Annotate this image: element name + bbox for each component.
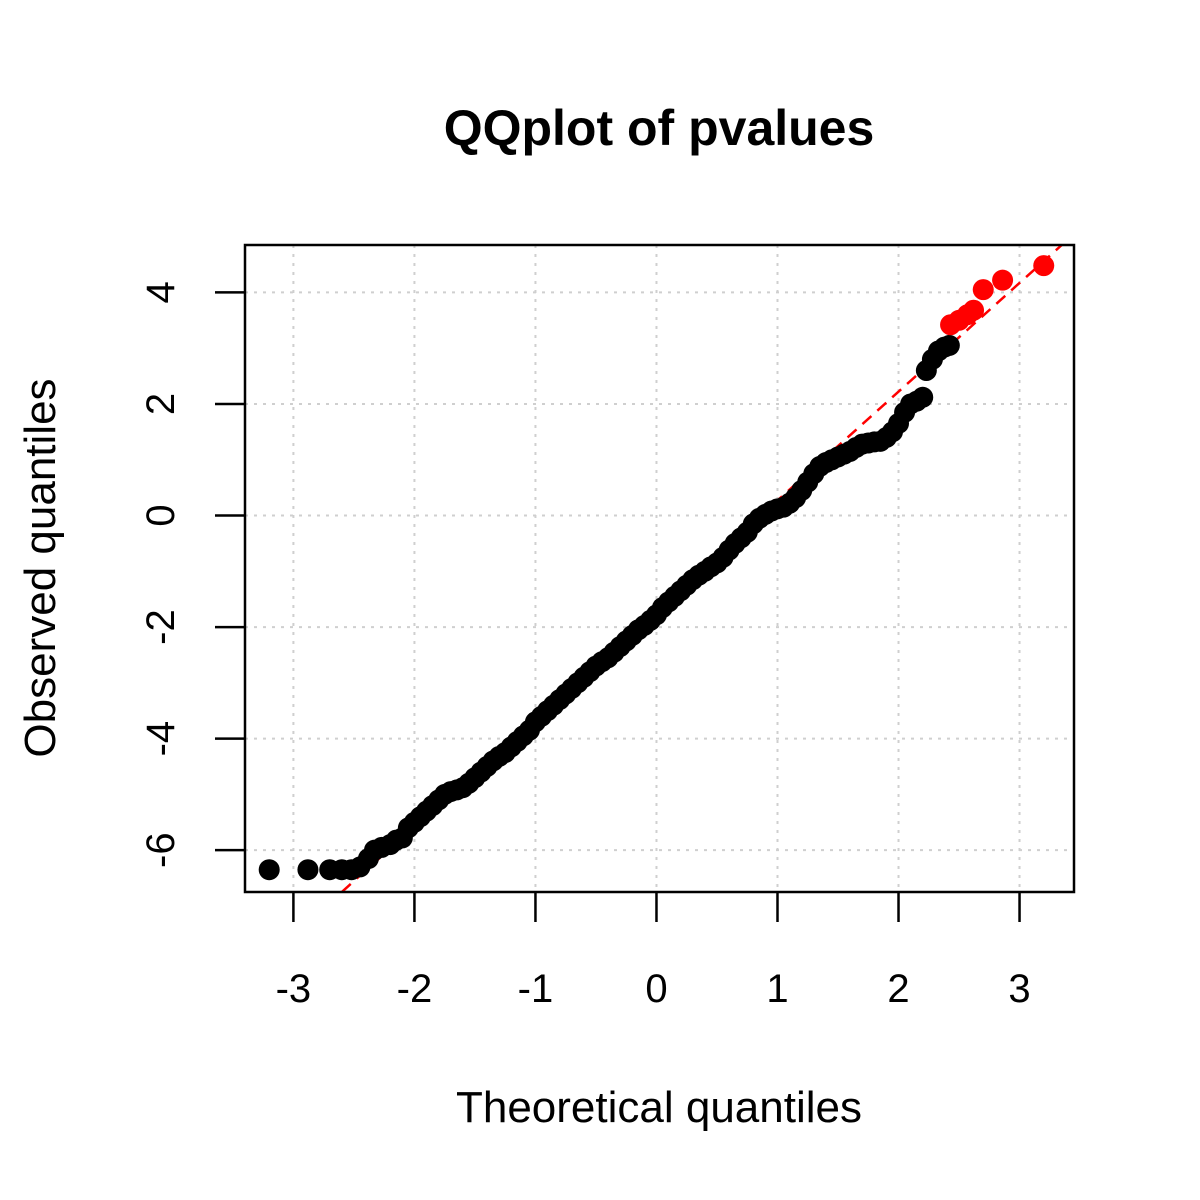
x-tick-label: 2 [887,967,909,1011]
chart-title: QQplot of pvalues [444,100,875,156]
data-point [992,269,1014,291]
y-tick-label: -6 [139,832,183,868]
y-tick-label: 4 [139,281,183,303]
data-point [972,279,994,301]
x-tick-label: 0 [645,967,667,1011]
y-tick-label: 0 [139,504,183,526]
y-axis: -6 -4 -2 0 2 4 [139,281,245,868]
x-axis-label: Theoretical quantiles [456,1083,862,1132]
data-point [258,859,280,881]
x-tick-label: -1 [518,967,554,1011]
data-points [258,255,1055,881]
plot-frame [243,243,1076,894]
y-tick-label: -2 [139,609,183,645]
x-tick-label: -2 [397,967,433,1011]
x-tick-label: 3 [1008,967,1030,1011]
x-axis: -3 -2 -1 0 1 2 3 [276,892,1031,1011]
data-point [297,859,319,881]
grid [245,245,1074,892]
y-tick-label: 2 [139,393,183,415]
data-point [912,386,934,408]
data-point [1033,255,1055,277]
x-tick-label: -3 [276,967,312,1011]
data-point [938,334,960,356]
y-tick-label: -4 [139,721,183,757]
data-point [963,299,985,321]
x-tick-label: 1 [766,967,788,1011]
y-axis-label: Observed quantiles [16,378,65,757]
